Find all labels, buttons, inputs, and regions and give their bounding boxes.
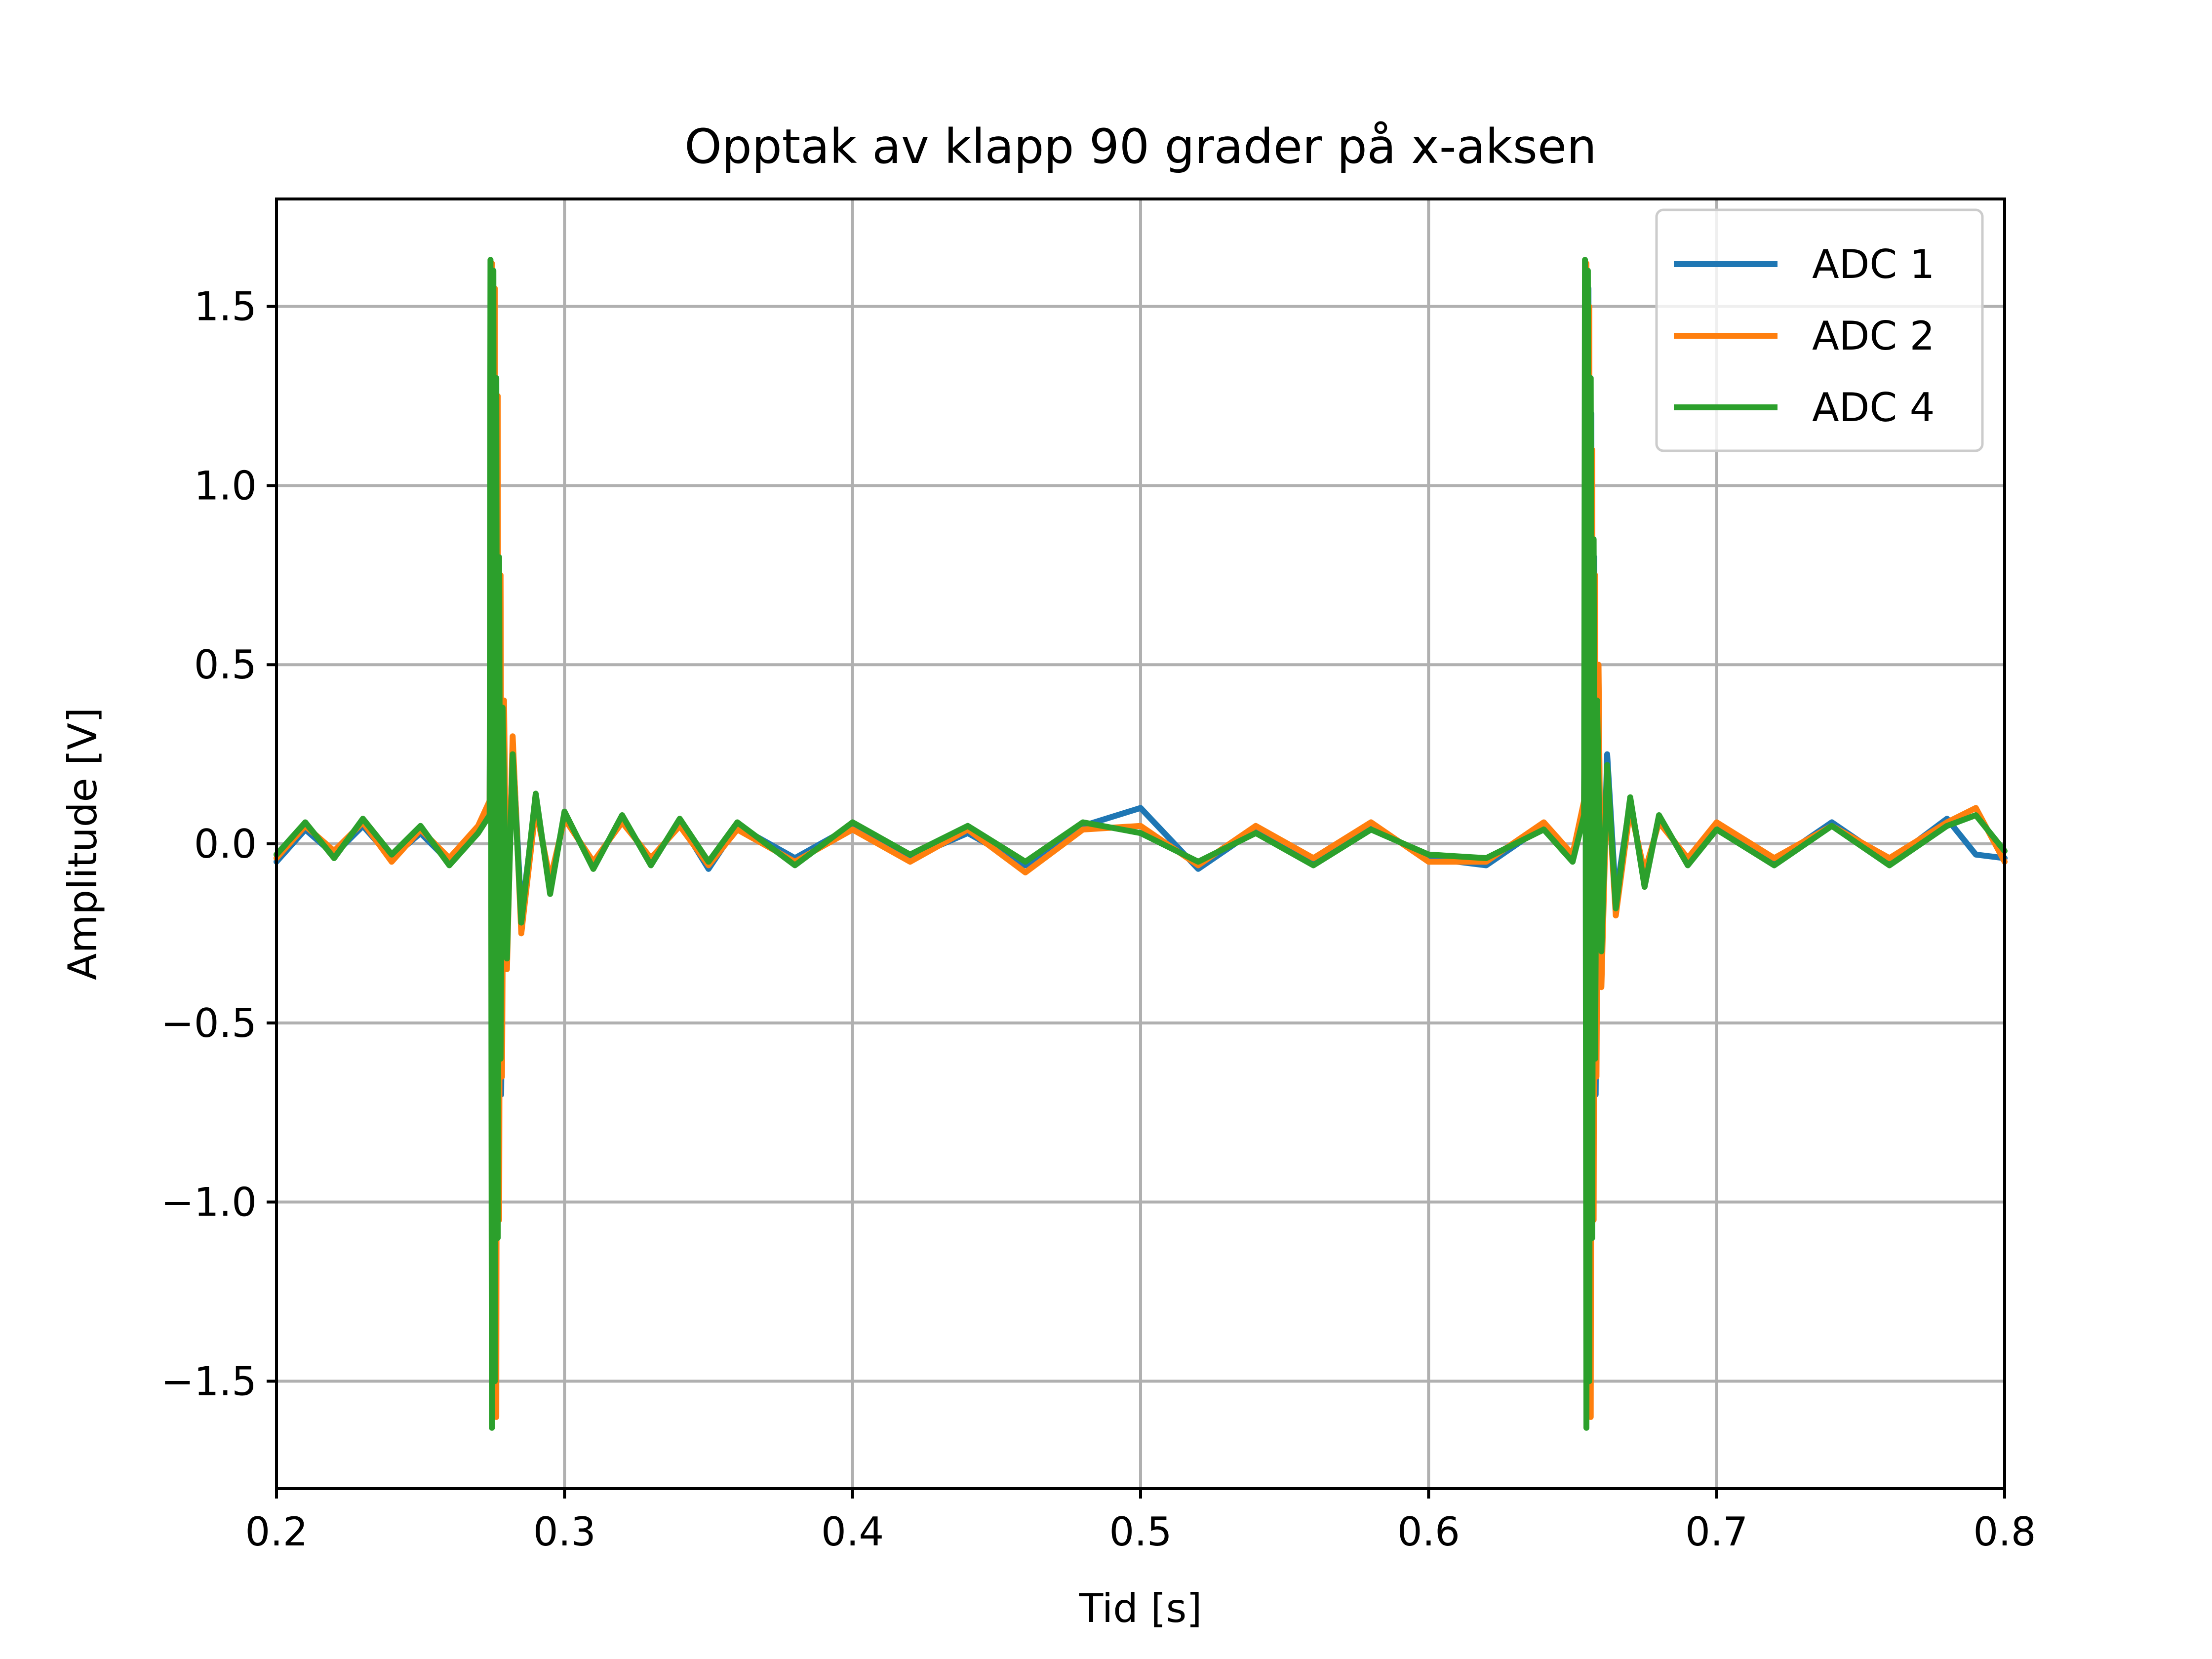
x-axis-label: Tid [s] — [1079, 1585, 1202, 1631]
y-tick-label: 1.5 — [194, 284, 257, 330]
y-tick-label: 0.0 — [194, 821, 257, 867]
legend-label-1: ADC 1 — [1812, 241, 1935, 287]
legend-box — [1655, 208, 1984, 452]
chart-title: Opptak av klapp 90 grader på x-aksen — [684, 119, 1597, 174]
legend: ADC 1 ADC 2 ADC 4 — [1655, 208, 1984, 452]
x-tick-label: 0.3 — [533, 1509, 596, 1555]
y-tick-label: −0.5 — [161, 1000, 257, 1046]
x-tick-label: 0.6 — [1397, 1509, 1460, 1555]
grid — [275, 199, 2006, 1489]
y-tick-label: 0.5 — [194, 642, 257, 688]
plot-series — [274, 257, 2008, 1431]
y-tick-label: −1.0 — [161, 1180, 257, 1225]
y-axis-label: Amplitude [V] — [60, 708, 106, 981]
series-line-3 — [274, 257, 2008, 1431]
x-tick-label: 0.5 — [1109, 1509, 1172, 1555]
y-tick-label: 1.0 — [194, 463, 257, 509]
legend-label-2: ADC 2 — [1812, 313, 1935, 359]
legend-label-3: ADC 4 — [1812, 385, 1935, 431]
x-tick-label: 0.8 — [1973, 1509, 2036, 1555]
x-tick-label: 0.4 — [821, 1509, 884, 1555]
y-tick-label: −1.5 — [161, 1358, 257, 1404]
axis-ticks: 0.2 0.3 0.4 0.5 0.6 0.7 0.8 −1.5 −1.0 −0.5 0.0 0.5 1… — [161, 284, 2036, 1555]
x-tick-label: 0.7 — [1685, 1509, 1748, 1555]
x-tick-label: 0.2 — [245, 1509, 308, 1555]
